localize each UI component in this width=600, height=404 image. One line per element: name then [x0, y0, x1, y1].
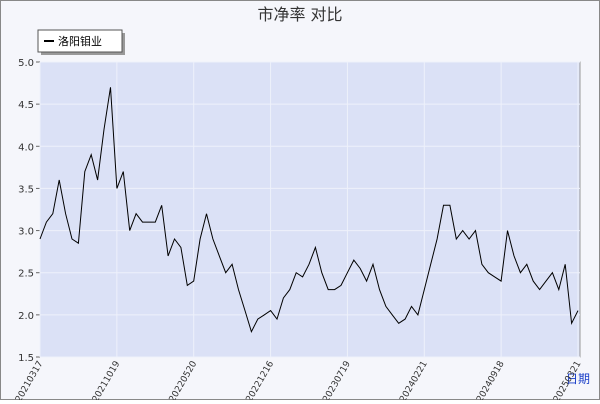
chart-title: 市净率 对比: [257, 5, 342, 24]
y-tick-label: 4.0: [18, 142, 34, 153]
data-line: [39, 87, 579, 334]
y-tick-label: 1.5: [18, 353, 34, 364]
y-tick-label: 3.0: [18, 227, 34, 238]
y-tick-label: 5.0: [18, 58, 34, 69]
y-tick-label: 2.5: [18, 269, 34, 280]
y-tick-label: 4.5: [18, 100, 34, 111]
y-tick-label: 2.0: [18, 311, 34, 322]
x-axis-label: 日期: [566, 372, 590, 386]
legend-label: 洛阳钼业: [58, 34, 102, 48]
plot-area: [39, 61, 581, 358]
y-tick-label: 3.5: [18, 184, 34, 195]
legend-box: [37, 29, 123, 53]
